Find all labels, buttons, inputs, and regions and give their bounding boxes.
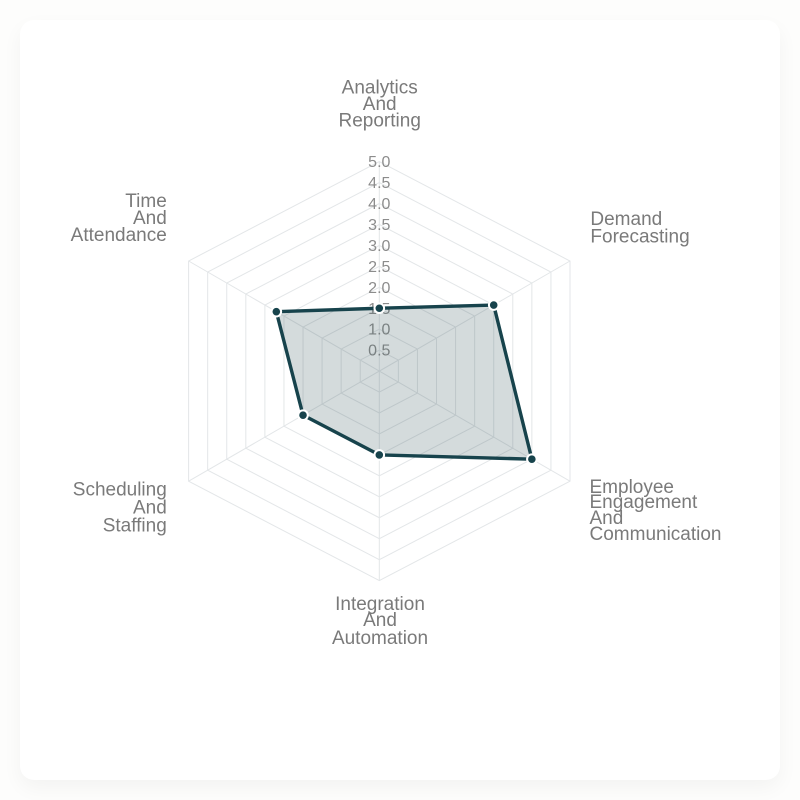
svg-text:Communication: Communication — [590, 524, 722, 545]
svg-text:Automation: Automation — [332, 628, 428, 649]
svg-text:5.0: 5.0 — [368, 154, 390, 171]
svg-text:2.0: 2.0 — [368, 280, 390, 297]
svg-text:4.0: 4.0 — [368, 196, 390, 213]
svg-text:4.5: 4.5 — [368, 175, 390, 192]
svg-text:Reporting: Reporting — [339, 111, 421, 132]
svg-text:Staffing: Staffing — [103, 516, 167, 537]
svg-text:Forecasting: Forecasting — [590, 226, 689, 247]
svg-text:3.0: 3.0 — [368, 238, 390, 255]
svg-text:3.5: 3.5 — [368, 217, 390, 234]
svg-text:2.5: 2.5 — [368, 259, 390, 276]
svg-text:Attendance: Attendance — [71, 225, 167, 246]
